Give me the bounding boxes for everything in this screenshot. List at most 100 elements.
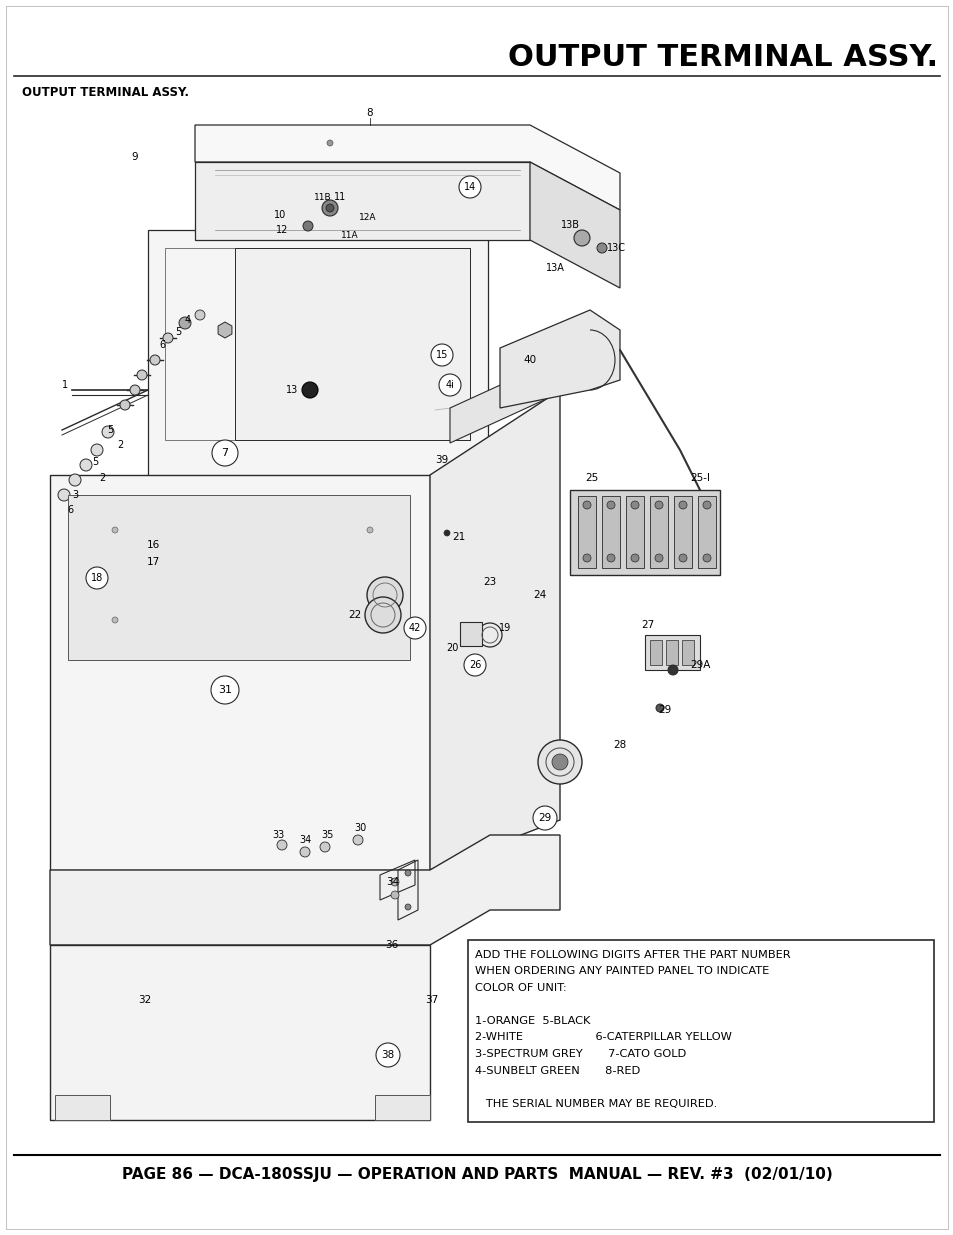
Text: 29: 29 (537, 813, 551, 823)
Text: 30: 30 (354, 823, 366, 832)
Text: 6: 6 (159, 340, 165, 350)
Circle shape (58, 489, 70, 501)
Polygon shape (569, 490, 720, 576)
Circle shape (403, 618, 426, 638)
Circle shape (303, 221, 313, 231)
Text: 3-SPECTRUM GREY       7-CATO GOLD: 3-SPECTRUM GREY 7-CATO GOLD (475, 1049, 685, 1058)
Circle shape (443, 530, 450, 536)
Text: 2-WHITE                    6-CATERPILLAR YELLOW: 2-WHITE 6-CATERPILLAR YELLOW (475, 1032, 731, 1042)
Circle shape (211, 676, 239, 704)
Circle shape (606, 501, 615, 509)
Text: 29: 29 (658, 705, 671, 715)
Text: 4i: 4i (445, 380, 454, 390)
Bar (665, 640, 678, 664)
Circle shape (702, 501, 710, 509)
Bar (644, 635, 700, 671)
Text: 25: 25 (584, 473, 598, 483)
Polygon shape (50, 475, 430, 869)
Circle shape (112, 618, 118, 622)
Text: OUTPUT TERMINAL ASSY.: OUTPUT TERMINAL ASSY. (507, 43, 937, 73)
Circle shape (112, 527, 118, 534)
Bar (459, 622, 481, 646)
Text: 1: 1 (62, 380, 68, 390)
Text: COLOR OF UNIT:: COLOR OF UNIT: (475, 983, 566, 993)
Circle shape (606, 555, 615, 562)
Circle shape (679, 501, 686, 509)
Text: 15: 15 (436, 350, 448, 359)
Text: WHEN ORDERING ANY PAINTED PANEL TO INDICATE: WHEN ORDERING ANY PAINTED PANEL TO INDIC… (475, 967, 768, 977)
Text: 10: 10 (274, 210, 286, 220)
Circle shape (179, 317, 191, 329)
Circle shape (630, 501, 639, 509)
Polygon shape (649, 496, 667, 568)
Polygon shape (68, 495, 410, 659)
Text: 37: 37 (424, 995, 437, 1005)
Text: 23: 23 (483, 577, 497, 587)
Circle shape (353, 835, 363, 845)
Text: 13C: 13C (606, 243, 625, 253)
Polygon shape (499, 310, 619, 408)
Text: 8: 8 (366, 107, 373, 119)
Text: 14: 14 (463, 182, 476, 191)
Circle shape (137, 370, 147, 380)
Text: 21: 21 (452, 532, 465, 542)
Text: 22: 22 (348, 610, 361, 620)
Polygon shape (530, 162, 619, 288)
Circle shape (463, 655, 485, 676)
Circle shape (80, 459, 91, 471)
Text: 13: 13 (286, 385, 297, 395)
Text: 24: 24 (533, 590, 546, 600)
Polygon shape (698, 496, 716, 568)
Text: 18: 18 (91, 573, 103, 583)
Text: 4: 4 (185, 315, 191, 325)
Circle shape (120, 400, 130, 410)
Text: 11B: 11B (314, 193, 332, 201)
Circle shape (326, 204, 334, 212)
Circle shape (375, 1044, 399, 1067)
Text: 36: 36 (385, 940, 398, 950)
Bar (681, 640, 693, 664)
Polygon shape (50, 945, 430, 1120)
Circle shape (655, 555, 662, 562)
Text: 5: 5 (174, 327, 181, 337)
Text: 29A: 29A (689, 659, 710, 671)
Text: 5: 5 (107, 425, 113, 435)
Circle shape (552, 755, 567, 769)
Polygon shape (450, 359, 555, 443)
Text: 11: 11 (334, 191, 346, 203)
Circle shape (533, 806, 557, 830)
Text: PAGE 86 — DCA-180SSJU — OPERATION AND PARTS  MANUAL — REV. #3  (02/01/10): PAGE 86 — DCA-180SSJU — OPERATION AND PA… (121, 1167, 832, 1182)
Text: 34: 34 (298, 835, 311, 845)
Polygon shape (673, 496, 691, 568)
Text: 17: 17 (147, 557, 160, 567)
Text: 6: 6 (67, 505, 73, 515)
Circle shape (391, 890, 398, 899)
Polygon shape (148, 230, 488, 671)
Polygon shape (55, 1095, 110, 1120)
Circle shape (69, 474, 81, 487)
Circle shape (367, 618, 373, 622)
Circle shape (582, 555, 590, 562)
Text: 40: 40 (523, 354, 536, 366)
Circle shape (322, 200, 337, 216)
Text: 20: 20 (446, 643, 458, 653)
Circle shape (212, 440, 237, 466)
Circle shape (405, 904, 411, 910)
Text: 1-ORANGE  5-BLACK: 1-ORANGE 5-BLACK (475, 1016, 590, 1026)
Polygon shape (625, 496, 643, 568)
Polygon shape (234, 248, 470, 440)
Text: 12A: 12A (359, 214, 376, 222)
Text: 33: 33 (272, 830, 284, 840)
Polygon shape (218, 322, 232, 338)
Text: 16: 16 (147, 540, 160, 550)
Circle shape (102, 426, 113, 438)
Polygon shape (601, 496, 619, 568)
Polygon shape (194, 162, 530, 240)
Text: 2: 2 (117, 440, 123, 450)
Polygon shape (375, 1095, 430, 1120)
Text: 12: 12 (275, 225, 288, 235)
Bar (649, 640, 661, 664)
Circle shape (405, 869, 411, 876)
Circle shape (458, 177, 480, 198)
Circle shape (163, 333, 172, 343)
